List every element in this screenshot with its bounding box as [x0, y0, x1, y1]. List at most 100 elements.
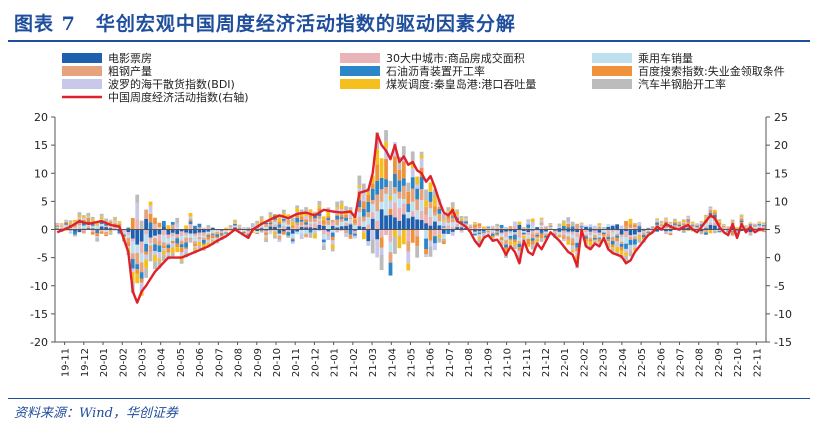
x-tick-label: 21-12: [541, 348, 552, 377]
bar-segment: [499, 227, 504, 230]
bar-segment: [108, 221, 113, 224]
bar-segment: [255, 220, 260, 224]
bar-segment: [161, 242, 166, 246]
bar-segment: [81, 218, 86, 220]
bar-segment: [108, 229, 113, 232]
bar-segment: [739, 217, 744, 219]
bar-segment: [308, 214, 313, 218]
bar-segment: [86, 225, 91, 229]
bar-segment: [264, 222, 268, 225]
bar-segment: [99, 230, 104, 232]
bar-segment: [348, 222, 353, 225]
bar-segment: [215, 234, 220, 237]
bar-segment: [201, 229, 206, 233]
bar-segment: [139, 272, 144, 279]
bar-segment: [526, 231, 531, 236]
bar-segment: [468, 225, 473, 227]
bar-segment: [686, 216, 691, 219]
bar-segment: [677, 227, 682, 229]
y-right-tick-label: 25: [774, 111, 788, 124]
bar-segment: [90, 226, 95, 229]
bar-segment: [477, 236, 482, 240]
bar-segment: [384, 215, 388, 230]
bar-segment: [241, 232, 246, 233]
bar-segment: [690, 223, 695, 225]
bar-segment: [188, 224, 193, 230]
bar-segment: [361, 232, 366, 240]
bar-segment: [313, 215, 317, 219]
bar-segment: [441, 213, 446, 220]
bar-segment: [166, 234, 171, 239]
bar-segment: [477, 229, 482, 232]
bar-segment: [86, 215, 91, 217]
bar-segment: [393, 236, 397, 254]
bar-segment: [646, 228, 651, 230]
bar-segment: [161, 229, 166, 236]
bar-segment: [637, 232, 642, 234]
bar-segment: [321, 216, 326, 221]
bar-segment: [268, 224, 273, 227]
bar-segment: [317, 216, 322, 219]
bar-segment: [517, 229, 522, 238]
bar-segment: [135, 269, 140, 274]
bar-segment: [504, 229, 508, 232]
bar-segment: [406, 212, 411, 219]
bar-segment: [753, 225, 757, 226]
bar-segment: [295, 229, 300, 232]
bar-segment: [508, 235, 513, 239]
bar-segment: [361, 208, 366, 217]
bar-segment: [308, 223, 313, 228]
bar-segment: [464, 227, 468, 230]
bar-segment: [104, 234, 108, 237]
bar-segment: [744, 226, 748, 228]
bar-segment: [366, 224, 371, 230]
bar-segment: [535, 231, 540, 233]
bar-segment: [304, 215, 308, 220]
bar-segment: [566, 231, 571, 234]
bar-segment: [410, 163, 415, 169]
x-tick-label: 20-02: [118, 348, 129, 377]
bar-segment: [290, 221, 295, 226]
bar-segment: [166, 229, 171, 235]
bar-segment: [397, 220, 402, 230]
bar-segment: [584, 227, 588, 230]
bar-segment: [379, 209, 384, 230]
bar-segment: [517, 247, 522, 251]
bar-segment: [717, 229, 722, 232]
bar-segment: [517, 221, 522, 225]
bar-segment: [757, 224, 762, 226]
bar-segment: [424, 200, 428, 207]
bar-segment: [193, 233, 197, 237]
bar-segment: [295, 214, 300, 218]
bar-segment: [499, 229, 504, 233]
bar-segment: [273, 214, 277, 216]
bar-segment: [757, 225, 762, 227]
bar-segment: [593, 230, 597, 234]
bar-segment: [317, 224, 322, 230]
bar-segment: [695, 223, 700, 225]
bar-segment: [99, 221, 104, 225]
bar-segment: [59, 223, 64, 225]
bar-segment: [397, 207, 402, 221]
bar-segment: [415, 176, 420, 185]
bar-segment: [513, 233, 517, 235]
bar-segment: [321, 220, 326, 224]
bar-segment: [370, 183, 375, 189]
bar-segment: [170, 240, 175, 244]
bar-segment: [686, 220, 691, 222]
x-tick-label: 20-11: [291, 348, 302, 377]
bar-segment: [95, 236, 100, 239]
bar-segment: [59, 227, 64, 229]
bar-segment: [170, 253, 175, 257]
bar-segment: [570, 226, 575, 230]
bar-segment: [566, 223, 571, 228]
bar-segment: [739, 229, 744, 232]
bar-segment: [713, 209, 717, 213]
bar-segment: [726, 228, 731, 229]
bar-segment: [481, 226, 486, 229]
bar-segment: [375, 229, 380, 240]
bar-segment: [450, 216, 455, 218]
bar-segment: [561, 229, 566, 231]
bar-segment: [348, 217, 353, 219]
bar-segment: [419, 189, 424, 201]
